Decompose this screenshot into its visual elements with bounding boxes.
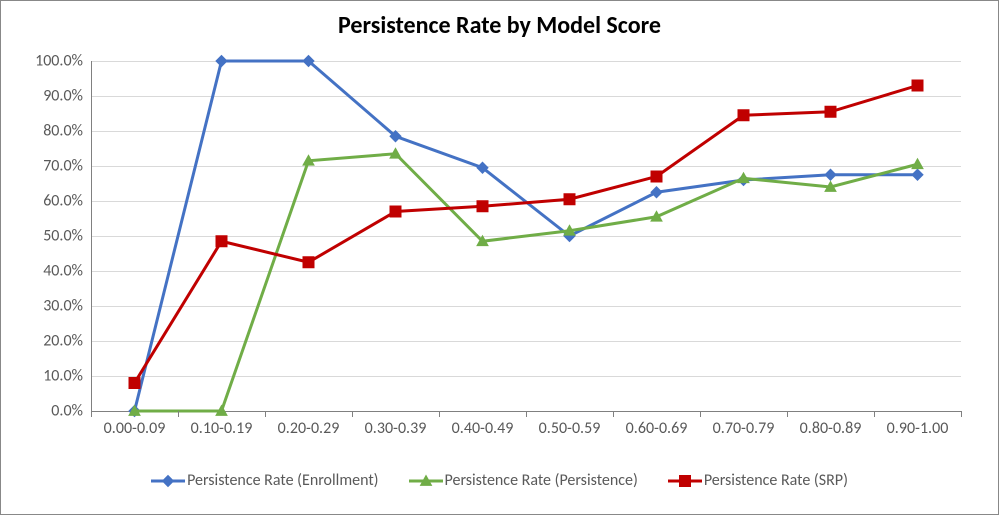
x-tick-label: 0.70-0.79 <box>713 419 775 438</box>
series-marker <box>390 206 401 217</box>
series-line <box>135 154 918 411</box>
y-tick-label: 100.0% <box>35 52 83 71</box>
chart-frame: Persistence Rate by Model Score 0.0% 10.0… <box>0 0 999 515</box>
legend-item: Persistence Rate (SRP) <box>668 471 848 490</box>
x-tick-mark <box>439 411 440 417</box>
series-svg <box>91 61 961 411</box>
x-tick-mark <box>352 411 353 417</box>
x-tick-label: 0.90-1.00 <box>887 419 949 438</box>
series-marker <box>216 236 227 247</box>
y-tick-label: 90.0% <box>43 87 83 106</box>
series-marker <box>738 110 749 121</box>
x-tick-label: 0.50-0.59 <box>539 419 601 438</box>
series-marker <box>129 378 140 389</box>
x-tick-mark <box>961 411 962 417</box>
legend-item: Persistence Rate (Persistence) <box>409 471 638 490</box>
y-tick-label: 60.0% <box>43 192 83 211</box>
y-tick-label: 80.0% <box>43 122 83 141</box>
x-tick-mark <box>613 411 614 417</box>
x-tick-mark <box>700 411 701 417</box>
x-tick-label: 0.10-0.19 <box>191 419 253 438</box>
chart-title: Persistence Rate by Model Score <box>1 11 998 40</box>
series-marker <box>651 187 662 198</box>
series-marker <box>912 80 923 91</box>
x-tick-mark <box>265 411 266 417</box>
x-tick-label: 0.40-0.49 <box>452 419 514 438</box>
legend-swatch <box>151 473 185 489</box>
x-tick-label: 0.00-0.09 <box>104 419 166 438</box>
legend-label: Persistence Rate (SRP) <box>704 471 848 490</box>
series-marker <box>303 257 314 268</box>
legend-swatch <box>409 473 443 489</box>
plot-area <box>91 61 961 411</box>
y-tick-label: 0.0% <box>51 402 83 421</box>
x-tick-mark <box>874 411 875 417</box>
series-line <box>135 86 918 384</box>
y-tick-label: 70.0% <box>43 157 83 176</box>
legend-swatch <box>668 473 702 489</box>
x-tick-label: 0.30-0.39 <box>365 419 427 438</box>
legend-label: Persistence Rate (Enrollment) <box>187 471 378 490</box>
series-marker <box>216 56 227 67</box>
legend-label: Persistence Rate (Persistence) <box>445 471 638 490</box>
series-marker <box>651 171 662 182</box>
x-tick-label: 0.60-0.69 <box>626 419 688 438</box>
series-marker <box>477 201 488 212</box>
y-tick-label: 40.0% <box>43 262 83 281</box>
series-marker <box>825 106 836 117</box>
legend-item: Persistence Rate (Enrollment) <box>151 471 378 490</box>
x-tick-label: 0.20-0.29 <box>278 419 340 438</box>
x-tick-mark <box>526 411 527 417</box>
series-marker <box>912 169 923 180</box>
x-tick-mark <box>787 411 788 417</box>
y-tick-label: 30.0% <box>43 297 83 316</box>
y-tick-label: 50.0% <box>43 227 83 246</box>
series-marker <box>564 194 575 205</box>
y-tick-label: 20.0% <box>43 332 83 351</box>
series-marker <box>912 159 923 169</box>
x-tick-mark <box>91 411 92 417</box>
x-tick-label: 0.80-0.89 <box>800 419 862 438</box>
legend: Persistence Rate (Enrollment) Persistence… <box>1 471 998 490</box>
series-marker <box>825 169 836 180</box>
x-tick-mark <box>178 411 179 417</box>
y-tick-label: 10.0% <box>43 367 83 386</box>
